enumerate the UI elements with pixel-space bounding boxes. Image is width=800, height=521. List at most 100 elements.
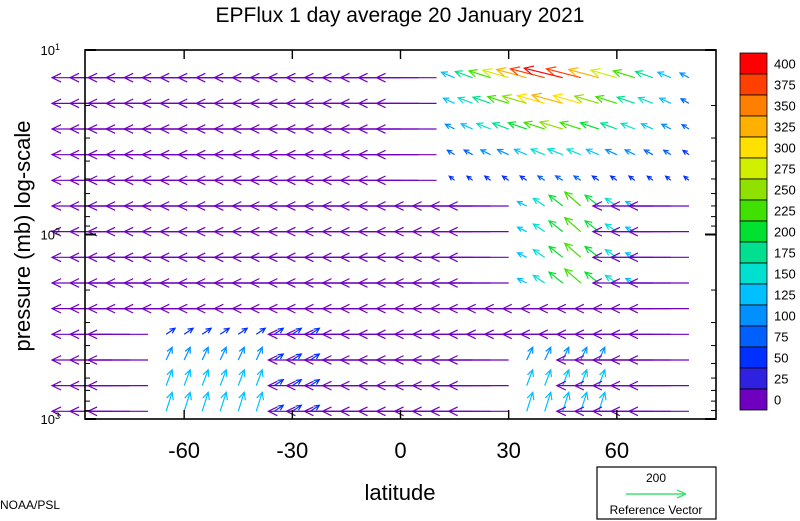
vector-arrow xyxy=(447,226,509,237)
vector-arrow xyxy=(471,95,491,104)
vector-arrow xyxy=(273,327,285,335)
vector-arrow xyxy=(481,67,509,79)
colorbar-label: 125 xyxy=(774,288,796,303)
vector-arrow xyxy=(589,67,618,79)
vector-arrow xyxy=(580,368,589,386)
vector-arrow xyxy=(459,123,473,130)
vector-arrow xyxy=(219,390,228,412)
vector-arrow xyxy=(501,175,510,181)
vector-arrow xyxy=(273,353,285,361)
vector-arrow xyxy=(447,380,509,391)
vector-arrow xyxy=(165,390,174,412)
vector-arrow xyxy=(183,390,192,412)
vector-arrow xyxy=(634,70,654,79)
vector-arrow xyxy=(563,242,582,258)
vector-arrow xyxy=(627,380,689,391)
vector-arrow xyxy=(448,175,455,181)
colorbar-swatch xyxy=(739,241,768,264)
vector-arrow xyxy=(554,175,564,181)
vector-arrow xyxy=(447,278,509,288)
vector-arrow xyxy=(536,175,546,181)
vector-arrow xyxy=(547,271,564,284)
vector-arrow xyxy=(526,390,535,412)
vector-arrow xyxy=(627,406,689,417)
chart-title: EPFlux 1 day average 20 January 2021 xyxy=(216,4,585,27)
vector-arrow xyxy=(475,122,491,130)
vector-arrow xyxy=(573,94,599,104)
vector-arrow xyxy=(255,390,265,412)
vector-arrow xyxy=(165,346,173,361)
credit-text: NOAA/PSL xyxy=(0,498,60,512)
vector-arrow xyxy=(255,327,267,335)
vector-arrow xyxy=(563,268,582,284)
vector-arrow xyxy=(546,147,563,156)
vector-arrow xyxy=(656,71,672,79)
vector-arrow xyxy=(681,149,690,156)
colorbar-label: 225 xyxy=(774,204,796,219)
vector-arrow xyxy=(544,368,552,386)
vector-arrow xyxy=(516,277,527,284)
vector-arrow xyxy=(507,121,527,130)
vector-arrow xyxy=(615,95,636,104)
vector-arrow xyxy=(201,327,213,335)
vector-arrow xyxy=(609,175,618,181)
vector-arrow xyxy=(562,368,570,386)
vector-arrow xyxy=(598,368,607,386)
vector-arrow xyxy=(580,346,588,361)
vector-arrow xyxy=(563,216,582,233)
x-axis-label: latitude xyxy=(365,480,436,505)
vector-arrow xyxy=(637,96,654,104)
vector-arrow xyxy=(591,175,600,181)
vector-arrow xyxy=(486,94,509,104)
vector-arrow xyxy=(479,149,491,156)
vector-arrow xyxy=(660,123,672,130)
vector-arrow xyxy=(562,346,570,361)
vector-arrow xyxy=(375,175,437,186)
vector-arrow xyxy=(604,248,618,258)
vector-arrow xyxy=(219,346,227,361)
vector-arrow xyxy=(165,368,174,386)
vector-arrow xyxy=(273,404,285,412)
vector-arrow xyxy=(442,97,455,104)
vector-arrow xyxy=(375,124,437,134)
vector-arrow xyxy=(453,70,473,79)
colorbar-swatch xyxy=(739,52,768,75)
vector-arrow xyxy=(375,98,437,109)
vector-arrow xyxy=(444,123,455,130)
vector-arrow xyxy=(467,69,491,79)
colorbar-swatch xyxy=(739,199,768,222)
vector-arrow xyxy=(522,120,545,130)
vector-arrow xyxy=(643,149,654,156)
vector-arrow xyxy=(255,368,264,386)
vector-arrow xyxy=(565,148,582,156)
vector-arrow xyxy=(538,120,563,130)
colorbar-label: 300 xyxy=(774,141,796,156)
vector-arrow xyxy=(516,252,527,258)
colorbar-label: 250 xyxy=(774,183,796,198)
x-tick-label: -60 xyxy=(168,438,200,463)
vector-arrow xyxy=(237,346,245,361)
vector-arrow xyxy=(664,175,672,181)
vector-arrow xyxy=(273,378,285,387)
colorbar-label: 350 xyxy=(774,99,796,114)
vector-arrow xyxy=(627,303,689,314)
vector-arrow xyxy=(86,355,149,365)
vector-arrow xyxy=(255,346,263,361)
vector-arrow xyxy=(532,248,546,258)
vector-arrow xyxy=(183,327,195,335)
vector-arrow xyxy=(375,149,437,160)
vector-arrow xyxy=(183,346,191,361)
vector-arrow xyxy=(640,123,654,130)
vector-arrow xyxy=(375,72,437,83)
vector-arrow xyxy=(680,123,690,130)
vector-arrow xyxy=(646,175,654,181)
colorbar-label: 375 xyxy=(774,78,796,93)
colorbar-swatch xyxy=(739,367,768,390)
vector-arrow xyxy=(682,175,690,181)
colorbar-swatch xyxy=(739,136,768,159)
colorbar-label: 200 xyxy=(774,225,796,240)
colorbar-swatch xyxy=(739,94,768,117)
vector-arrow xyxy=(291,327,303,335)
vector-arrow xyxy=(491,121,509,130)
vector-arrow xyxy=(86,406,149,417)
